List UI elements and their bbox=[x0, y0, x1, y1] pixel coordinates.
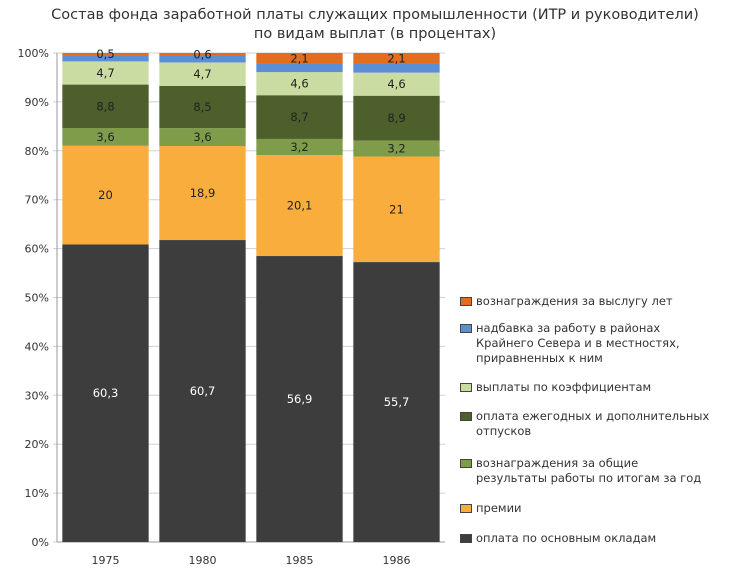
x-tick-label: 1980 bbox=[189, 554, 217, 567]
y-tick-label: 60% bbox=[25, 243, 49, 256]
bar-segment bbox=[159, 53, 246, 56]
bar-segment bbox=[62, 53, 149, 56]
data-label: 8,7 bbox=[290, 110, 308, 124]
data-label: 56,9 bbox=[287, 392, 313, 406]
x-tick-label: 1985 bbox=[286, 554, 314, 567]
y-tick-label: 20% bbox=[25, 438, 49, 451]
y-tick-label: 50% bbox=[25, 292, 49, 305]
x-tick-label: 1975 bbox=[92, 554, 120, 567]
data-label: 8,9 bbox=[387, 111, 405, 125]
legend-swatch bbox=[460, 459, 472, 468]
data-label: 3,6 bbox=[96, 130, 114, 144]
legend-swatch bbox=[460, 504, 472, 513]
y-tick-label: 0% bbox=[32, 536, 49, 549]
data-label: 18,9 bbox=[190, 186, 216, 200]
data-label: 8,5 bbox=[193, 100, 211, 114]
bar-segment bbox=[353, 53, 440, 64]
legend-label: вознаграждения за общие результаты работ… bbox=[476, 456, 702, 485]
legend-label: вознаграждения за выслугу лет bbox=[476, 294, 673, 308]
data-label: 21 bbox=[389, 202, 404, 216]
data-label: 20 bbox=[98, 188, 113, 202]
data-label: 4,7 bbox=[96, 66, 114, 80]
bar-segment bbox=[159, 55, 246, 63]
data-label: 3,6 bbox=[193, 130, 211, 144]
legend-label: выплаты по коэффициентам bbox=[476, 380, 652, 394]
bar-segment bbox=[256, 72, 343, 96]
data-label: 2,1 bbox=[290, 51, 308, 65]
data-label: 20,1 bbox=[287, 199, 313, 213]
y-tick-label: 90% bbox=[25, 96, 49, 109]
bar-segment bbox=[62, 244, 149, 543]
bar-segment bbox=[159, 62, 246, 86]
bar-segment bbox=[159, 128, 246, 147]
chart-title: Состав фонда заработной платы служащих п… bbox=[51, 7, 699, 42]
data-label: 0,5 bbox=[96, 47, 114, 61]
bar-segment bbox=[159, 146, 246, 241]
bar-segment bbox=[256, 63, 343, 73]
legend-swatch bbox=[460, 534, 472, 543]
bar-segment bbox=[256, 155, 343, 257]
y-tick-label: 40% bbox=[25, 340, 49, 353]
y-tick-label: 30% bbox=[25, 389, 49, 402]
bar-segment bbox=[353, 156, 440, 263]
data-label: 4,7 bbox=[193, 67, 211, 81]
legend-label: премии bbox=[476, 501, 522, 515]
data-label: 3,2 bbox=[387, 141, 405, 155]
bar-segment bbox=[353, 262, 440, 542]
data-label: 60,7 bbox=[190, 384, 216, 398]
bar-segment bbox=[62, 61, 149, 85]
data-label: 60,3 bbox=[93, 386, 119, 400]
data-label: 8,8 bbox=[96, 99, 114, 113]
bar-segment bbox=[256, 256, 343, 542]
bar-segment bbox=[256, 95, 343, 139]
bar-segment bbox=[256, 138, 343, 156]
bar-segment bbox=[353, 95, 440, 141]
legend-swatch bbox=[460, 324, 472, 333]
data-label: 2,1 bbox=[387, 51, 405, 65]
bar-segment bbox=[62, 145, 149, 245]
legend-label: оплата по основным окладам bbox=[476, 531, 657, 545]
bar-segment bbox=[353, 72, 440, 96]
legend-swatch bbox=[460, 412, 472, 421]
data-label: 3,2 bbox=[290, 140, 308, 154]
bar-segment bbox=[256, 53, 343, 64]
bar-segment bbox=[62, 84, 149, 129]
data-label: 4,6 bbox=[290, 77, 308, 91]
y-tick-label: 10% bbox=[25, 487, 49, 500]
bar-segment bbox=[62, 55, 149, 62]
legend-label: надбавка за работу в районах Крайнего Се… bbox=[476, 321, 680, 365]
bar-segment bbox=[159, 85, 246, 129]
legend-label: оплата ежегодных и дополнительных отпуск… bbox=[476, 409, 710, 438]
bar-segment bbox=[353, 140, 440, 157]
y-tick-label: 80% bbox=[25, 145, 49, 158]
legend-swatch bbox=[460, 297, 472, 306]
data-label: 4,6 bbox=[387, 77, 405, 91]
legend-swatch bbox=[460, 383, 472, 392]
bar-segment bbox=[62, 128, 149, 146]
y-tick-label: 70% bbox=[25, 194, 49, 207]
y-tick-label: 100% bbox=[18, 47, 49, 60]
bar-segment bbox=[159, 240, 246, 542]
data-label: 55,7 bbox=[384, 395, 410, 409]
x-tick-label: 1986 bbox=[383, 554, 411, 567]
bar-segment bbox=[353, 63, 440, 73]
data-label: 0,6 bbox=[193, 47, 211, 61]
